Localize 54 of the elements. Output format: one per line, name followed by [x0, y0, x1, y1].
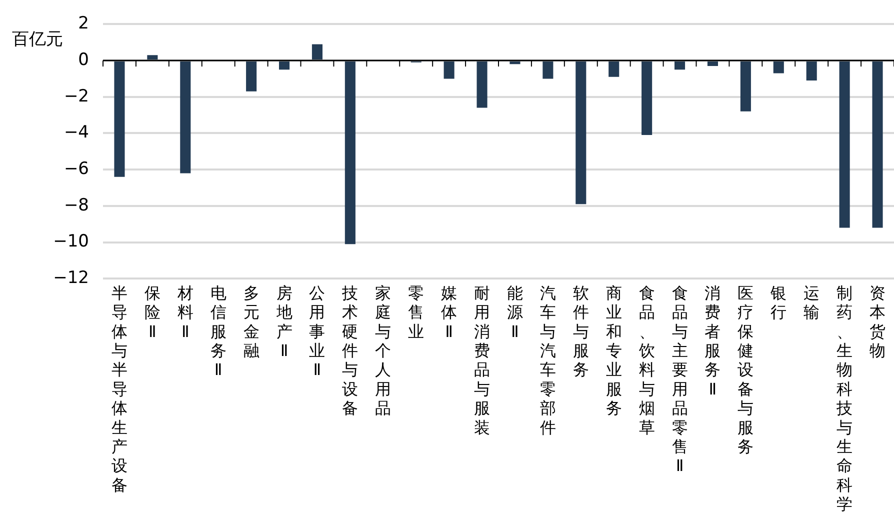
bar [246, 62, 257, 92]
x-tick-label: 银行 [770, 283, 787, 322]
y-tick-label: −12 [53, 268, 89, 288]
x-tick-label: 消费者服务Ⅱ [704, 283, 721, 398]
x-tick-label: 零售业 [408, 283, 424, 341]
x-tick-label: 能源Ⅱ [506, 283, 523, 341]
bar [806, 62, 817, 81]
bar [444, 62, 454, 79]
category-label: 医疗保健设备与服务 [738, 283, 754, 456]
bar [740, 62, 751, 112]
category-label: 半导体与半导体生产设备 [111, 283, 128, 494]
category-label: 制药、生物科技与生命科学 [836, 283, 853, 514]
x-tick-label: 家庭与个人用品 [375, 283, 392, 418]
x-tick-label: 媒体Ⅱ [441, 283, 458, 341]
x-tick-label: 多元金融 [243, 283, 260, 360]
x-tick-label: 食品、饮料与烟草 [638, 283, 655, 437]
bar [312, 44, 323, 60]
bar [773, 62, 784, 74]
x-tick-label: 保险Ⅱ [144, 283, 160, 341]
x-tick-label: 资本货物 [870, 283, 886, 360]
bar [642, 62, 652, 136]
bar [872, 62, 883, 228]
bar [608, 62, 620, 77]
x-tick-label: 汽车与汽车零部件 [540, 283, 556, 437]
y-axis-title: 百亿元 [12, 29, 63, 50]
bar [476, 62, 488, 108]
bar [147, 55, 158, 60]
y-tick-label: −4 [64, 122, 89, 143]
x-tick-label: 运输 [804, 283, 820, 322]
y-tick-label: 0 [78, 50, 89, 70]
bar [674, 62, 686, 70]
bar [114, 62, 125, 177]
bar [279, 62, 290, 70]
y-tick-label: −6 [64, 158, 89, 179]
bar [542, 62, 554, 79]
x-tick-label: 耐用消费品与服装 [474, 283, 490, 437]
y-tick-label: −10 [53, 232, 89, 252]
category-label: 食品与主要用品零售Ⅱ [672, 283, 688, 476]
y-tick-label: −8 [64, 195, 89, 216]
bar [576, 62, 586, 204]
x-tick-label: 房地产Ⅱ [275, 283, 292, 360]
x-tick-label: 电信服务Ⅱ [210, 283, 226, 380]
x-tick-label: 技术硬件与设备 [341, 283, 358, 418]
y-tick-label: −2 [64, 86, 89, 106]
x-tick-label: 商业和专业服务 [606, 283, 622, 418]
y-tick-label: 2 [78, 14, 89, 34]
x-tick-label: 公用事业Ⅱ [309, 283, 326, 380]
bar [344, 62, 356, 244]
x-tick-label: 材料Ⅱ [176, 283, 194, 341]
bar [510, 62, 520, 64]
x-tick-label: 软件与服务 [572, 283, 589, 380]
bar [707, 62, 718, 66]
bar [180, 62, 191, 174]
bar [839, 62, 850, 228]
